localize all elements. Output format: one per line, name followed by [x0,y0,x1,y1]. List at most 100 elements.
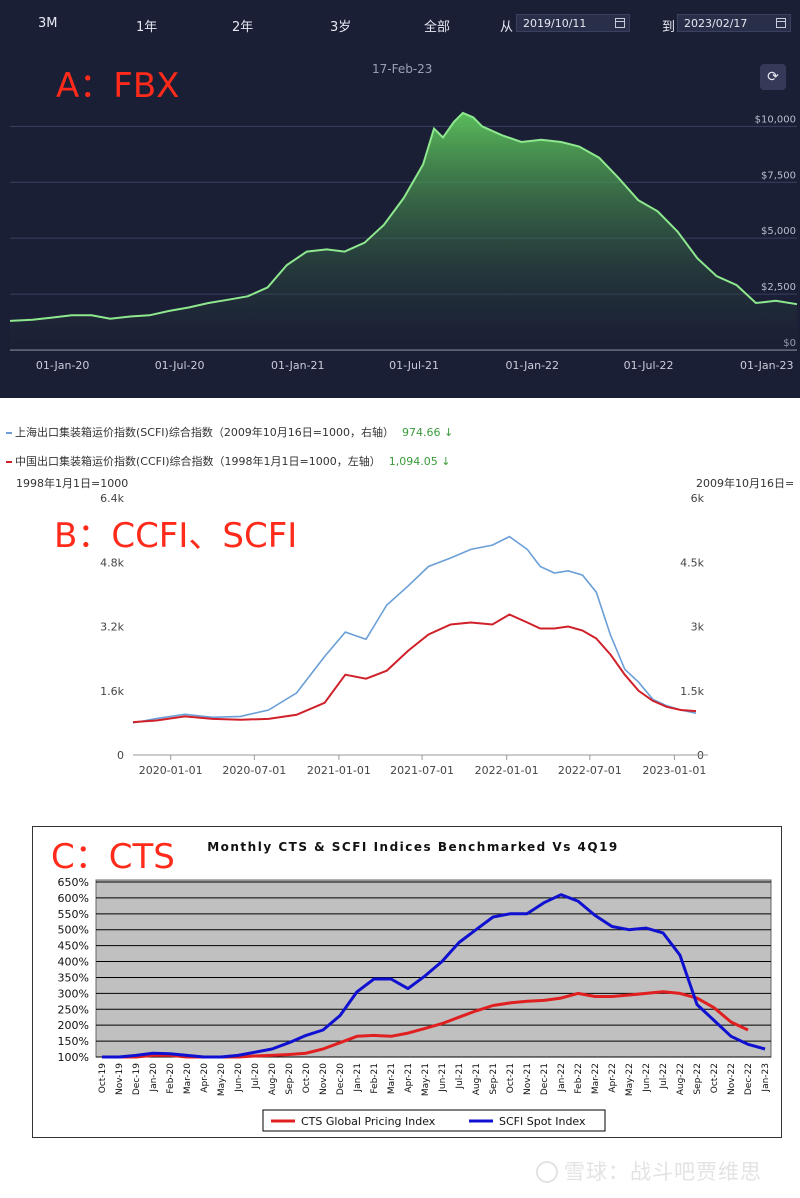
fbx-chart-panel: 3M 1年 2年 3岁 全部 从 2019/10/11 到 2023/02/17… [0,0,800,398]
x-tick-label: Feb-21 [370,1063,380,1094]
x-tick-label: 01-Jan-23 [740,359,794,372]
x-tick-label: Jul-22 [659,1063,669,1090]
legend-scfi-text: 上海出口集装箱运价指数(SCFI)综合指数（2009年10月16日=1000，右… [15,426,395,439]
x-tick-label: 2020-01-01 [139,764,203,777]
x-tick-label: Sep-21 [489,1063,499,1095]
y-tick-label: 150% [58,1035,89,1048]
fbx-plot: $10,000$7,500$5,000$2,500$001-Jan-2001-J… [9,111,798,372]
x-tick-label: Mar-22 [591,1063,601,1094]
calendar-icon[interactable] [776,18,786,28]
y-tick-label: 200% [58,1019,89,1032]
y-tick-label: 100% [58,1051,89,1064]
x-tick-label: Oct-20 [302,1063,312,1094]
y-tick-label: $7,500 [761,170,796,181]
x-tick-label: 2023-01-01 [642,764,706,777]
to-label: 到 [662,20,676,35]
left-tick-label: 3.2k [100,621,124,634]
right-tick-label: 1.5k [680,685,704,698]
x-tick-label: Oct-22 [710,1063,720,1093]
x-tick-label: Jan-21 [353,1063,363,1093]
x-tick-label: Dec-19 [132,1063,142,1095]
range-button-all[interactable]: 全部 [424,20,451,35]
y-tick-label: 600% [58,892,89,905]
left-tick-label: 4.8k [100,556,124,569]
x-tick-label: Dec-21 [540,1063,550,1095]
left-tick-label: 0 [117,749,124,762]
right-axis-note: 2009年10月16日= [696,477,795,490]
x-tick-label: Dec-22 [744,1063,754,1095]
x-tick-label: Nov-21 [523,1063,533,1095]
x-tick-label: Jan-22 [557,1063,567,1093]
left-tick-label: 6.4k [100,492,124,505]
y-tick-label: 450% [58,940,89,953]
share-icon: ⟳ [767,69,779,85]
panel-a-label: A：FBX [56,66,180,106]
ccfi-scfi-panel: 上海出口集装箱运价指数(SCFI)综合指数（2009年10月16日=1000，右… [0,398,800,798]
to-date-input[interactable]: 2023/02/17 [677,14,791,32]
legend-scfi[interactable]: 上海出口集装箱运价指数(SCFI)综合指数（2009年10月16日=1000，右… [6,424,453,440]
range-button-3y[interactable]: 3岁 [330,20,352,35]
chart-legend: CTS Global Pricing Index SCFI Spot Index [262,1109,606,1132]
left-tick-label: 1.6k [100,685,124,698]
x-tick-label: Feb-20 [166,1063,176,1094]
x-tick-label: Nov-22 [727,1063,737,1095]
x-tick-label: Aug-21 [472,1063,482,1095]
legend-ccfi-text: 中国出口集装箱运价指数(CCFI)综合指数（1998年1月1日=1000，左轴） [15,455,381,468]
x-tick-label: May-22 [625,1063,635,1096]
to-date-value: 2023/02/17 [684,17,748,30]
snowball-logo-icon [536,1161,558,1183]
x-tick-label: Jul-21 [455,1063,465,1090]
x-tick-label: Sep-22 [693,1063,703,1095]
x-tick-label: May-20 [217,1063,227,1096]
x-tick-label: 2020-07-01 [222,764,286,777]
right-tick-label: 4.5k [680,556,704,569]
scfi-line [132,535,697,724]
x-tick-label: 01-Jul-21 [389,359,439,372]
range-selector-bar: 3M 1年 2年 3岁 全部 从 2019/10/11 到 2023/02/17 [0,0,800,48]
date-stamp: 17-Feb-23 [372,62,433,76]
fbx-line [9,111,798,322]
range-button-2y[interactable]: 2年 [232,20,254,35]
x-tick-label: 01-Jan-20 [36,359,90,372]
x-tick-label: Feb-22 [574,1063,584,1094]
x-tick-label: Oct-19 [98,1063,108,1094]
x-tick-label: May-21 [421,1063,431,1096]
x-tick-label: Jan-23 [761,1063,771,1093]
legend-ccfi[interactable]: 中国出口集装箱运价指数(CCFI)综合指数（1998年1月1日=1000，左轴）… [6,453,450,469]
x-tick-label: 2022-01-01 [475,764,539,777]
x-tick-label: 2021-01-01 [307,764,371,777]
x-tick-label: Jun-21 [438,1063,448,1093]
down-arrow-icon: ↓ [444,426,454,439]
y-tick-label: 300% [58,987,89,1000]
x-tick-label: Aug-22 [676,1063,686,1095]
range-button-1y[interactable]: 1年 [136,20,158,35]
x-tick-label: Jun-20 [234,1063,244,1093]
y-tick-label: 400% [58,956,89,969]
share-button[interactable]: ⟳ [760,64,786,90]
from-date-value: 2019/10/11 [523,17,587,30]
range-button-3m[interactable]: 3M [38,16,58,31]
from-date-input[interactable]: 2019/10/11 [516,14,630,32]
y-tick-label: 350% [58,971,89,984]
watermark-text: 雪球：战斗吧贾维思 [564,1160,762,1184]
y-tick-label: 550% [58,908,89,921]
x-tick-label: Jun-22 [642,1063,652,1093]
x-tick-label: 01-Jan-22 [506,359,560,372]
x-tick-label: Jul-20 [251,1063,261,1090]
right-tick-label: 6k [691,492,705,505]
x-tick-label: Nov-20 [319,1063,329,1095]
x-tick-label: Mar-20 [183,1063,193,1094]
y-tick-label: $2,500 [761,282,796,293]
panel-b-label: B：CCFI、SCFI [54,516,298,556]
y-tick-label: 650% [58,876,89,889]
x-tick-label: Aug-20 [268,1063,278,1096]
chart-title: Monthly CTS & SCFI Indices Benchmarked V… [207,840,619,854]
y-tick-label: $5,000 [761,226,796,237]
legend-scfi-value: 974.66 [402,426,441,439]
x-tick-label: Oct-21 [506,1063,516,1093]
ccfi-line [132,613,697,724]
y-tick-label: $10,000 [755,114,796,125]
legend-box [262,1109,606,1132]
calendar-icon[interactable] [615,18,625,28]
watermark: 雪球：战斗吧贾维思 [536,1156,762,1186]
